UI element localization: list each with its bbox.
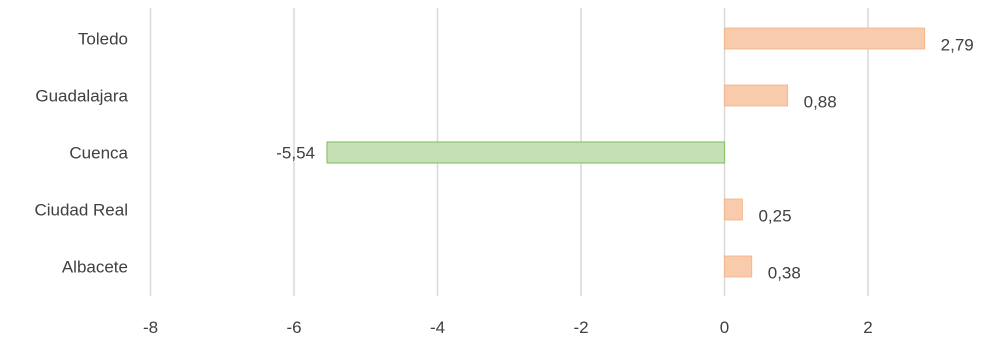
category-label: Cuenca xyxy=(69,144,128,163)
bar-cuenca xyxy=(326,141,726,164)
data-label: -5,54 xyxy=(276,144,315,163)
data-label: 2,79 xyxy=(941,36,974,55)
data-label: 0,38 xyxy=(768,264,801,283)
x-tick-label: 2 xyxy=(863,318,872,337)
category-label: Albacete xyxy=(62,258,128,277)
bar-albacete xyxy=(724,255,753,278)
category-label: Toledo xyxy=(78,30,128,49)
bar-toledo xyxy=(724,27,926,50)
x-tick-label: -4 xyxy=(430,318,445,337)
category-label: Ciudad Real xyxy=(34,201,128,220)
bar-guadalajara xyxy=(724,84,789,107)
category-labels: Toledo Guadalajara Cuenca Ciudad Real Albace… xyxy=(34,30,128,277)
bars xyxy=(326,27,926,278)
x-tick-label: -8 xyxy=(143,318,158,337)
data-label: 0,25 xyxy=(758,207,791,226)
x-tick-label: -6 xyxy=(286,318,301,337)
bar-ciudad-real xyxy=(724,198,743,221)
data-labels: 2,79 0,88 -5,54 0,25 0,38 xyxy=(276,36,974,283)
category-label: Guadalajara xyxy=(35,87,128,106)
data-label: 0,88 xyxy=(804,93,837,112)
x-tick-label: -2 xyxy=(573,318,588,337)
x-axis-tick-labels: -8-6-4-2024 xyxy=(143,318,1007,337)
x-tick-label: 0 xyxy=(720,318,729,337)
